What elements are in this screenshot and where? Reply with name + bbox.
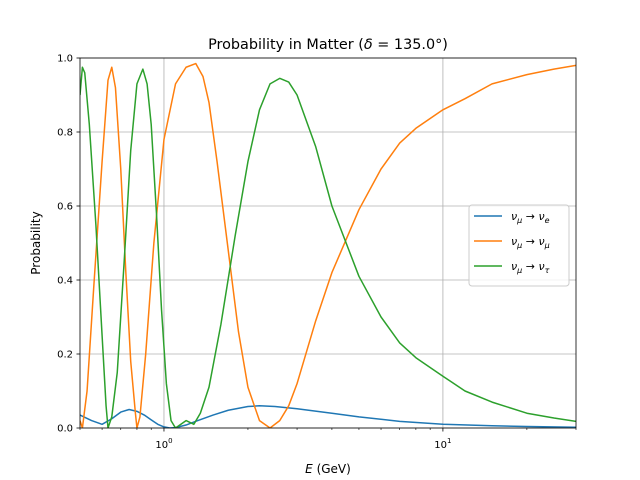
series-line-2	[80, 62, 576, 428]
legend: νμ → νe νμ → νμ νμ → ντ	[468, 204, 570, 287]
y-axis-label: Probability	[29, 211, 43, 274]
y-tick-label: 0.6	[57, 202, 73, 213]
y-tick-label: 0.8	[57, 128, 73, 139]
legend-label-2: νμ → νμ	[511, 235, 550, 250]
y-tick-label: 0.2	[57, 350, 73, 361]
legend-label-1: νμ → νe	[511, 210, 550, 225]
series-line-3	[80, 66, 576, 428]
chart-title: Probability in Matter (δ = 135.0°)	[208, 37, 448, 53]
x-axis-label: E (GeV)	[305, 462, 351, 476]
plot-frame	[79, 57, 577, 429]
y-tick-label: 0.0	[57, 424, 73, 435]
y-tick-label: 1.0	[57, 54, 73, 65]
x-tick-label: 100	[155, 437, 172, 451]
x-tick-label: 101	[434, 437, 451, 451]
x-axis-ticks: 100 101	[79, 428, 577, 451]
legend-label-3: νμ → ντ	[511, 260, 550, 275]
series-layer	[80, 62, 576, 428]
y-axis-ticks: 0.0 0.2 0.4 0.6 0.8 1.0	[57, 54, 80, 435]
y-tick-label: 0.4	[57, 276, 73, 287]
